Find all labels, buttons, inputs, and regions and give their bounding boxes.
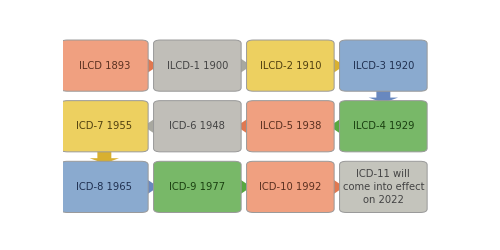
Polygon shape [330,58,344,73]
Text: ICD-10 1992: ICD-10 1992 [259,182,322,192]
Polygon shape [236,58,251,73]
Polygon shape [330,180,344,194]
Polygon shape [144,180,158,194]
Text: ILCD-4 1929: ILCD-4 1929 [352,121,414,131]
Text: ICD-7 1955: ICD-7 1955 [76,121,132,131]
Text: ICD-6 1948: ICD-6 1948 [170,121,226,131]
FancyBboxPatch shape [60,161,148,212]
Polygon shape [368,89,398,103]
Text: ICD-11 will
come into effect
on 2022: ICD-11 will come into effect on 2022 [342,169,424,205]
Text: ILCD-1 1900: ILCD-1 1900 [166,60,228,70]
FancyBboxPatch shape [154,40,241,91]
Polygon shape [144,58,158,73]
FancyBboxPatch shape [340,101,427,152]
Text: ILCD-2 1910: ILCD-2 1910 [260,60,321,70]
FancyBboxPatch shape [246,161,334,212]
Text: ILCD 1893: ILCD 1893 [78,60,130,70]
Text: ICD-9 1977: ICD-9 1977 [170,182,226,192]
FancyBboxPatch shape [340,40,427,91]
FancyBboxPatch shape [154,161,241,212]
Text: ILCD-3 1920: ILCD-3 1920 [352,60,414,70]
FancyBboxPatch shape [246,101,334,152]
FancyBboxPatch shape [246,40,334,91]
Polygon shape [330,119,344,134]
Polygon shape [144,119,158,134]
Text: ILCD-5 1938: ILCD-5 1938 [260,121,321,131]
Polygon shape [236,119,251,134]
Polygon shape [90,150,119,164]
FancyBboxPatch shape [154,101,241,152]
FancyBboxPatch shape [60,101,148,152]
Text: ICD-8 1965: ICD-8 1965 [76,182,132,192]
Polygon shape [236,180,251,194]
FancyBboxPatch shape [340,161,427,212]
FancyBboxPatch shape [60,40,148,91]
